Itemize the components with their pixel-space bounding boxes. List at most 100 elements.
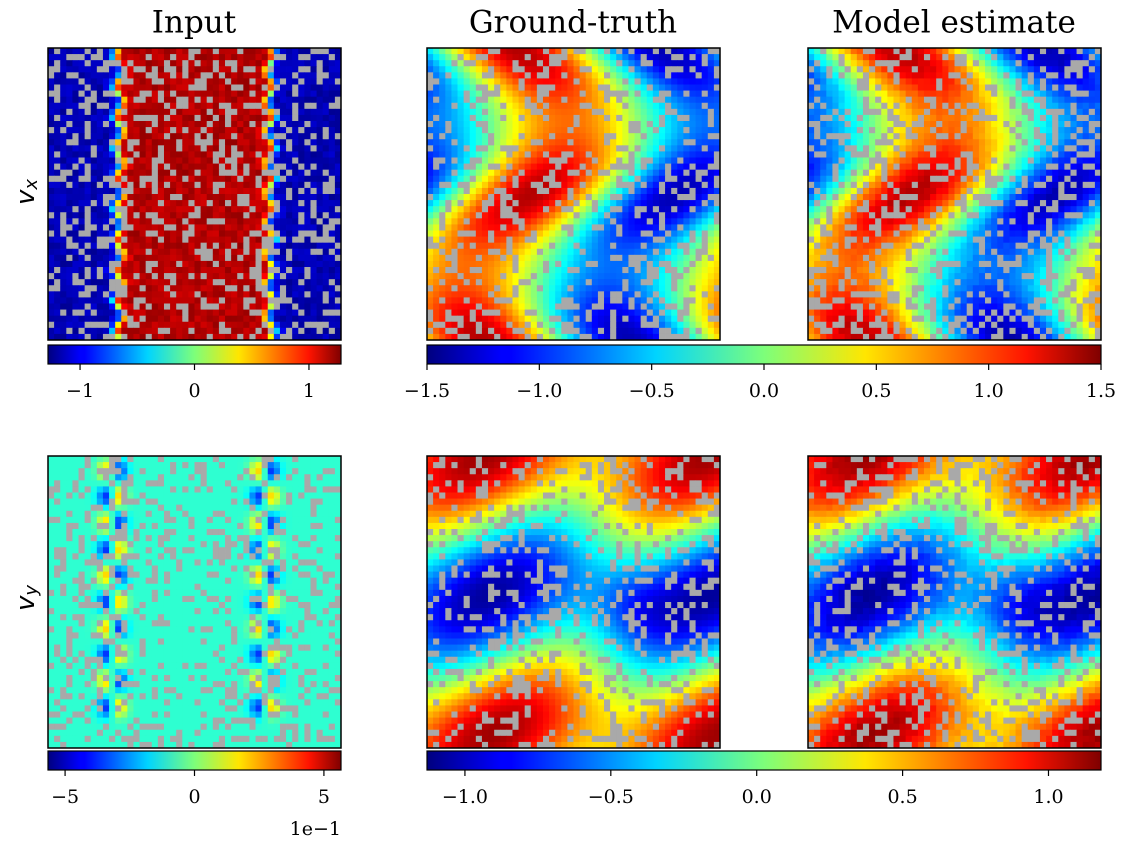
pixel [170,54,177,61]
pixel [567,206,574,213]
pixel [194,72,201,79]
pixel [298,248,305,256]
pixel [506,169,513,177]
pixel [48,163,55,171]
pixel [316,114,324,122]
pixel [218,72,226,79]
pixel [54,78,61,85]
pixel [500,194,507,201]
pixel [887,90,894,98]
pixel [451,230,458,237]
pixel [72,273,79,280]
pixel [457,114,465,122]
pixel [273,248,281,256]
pixel [1003,90,1010,98]
pixel [182,145,189,152]
pixel [90,54,98,61]
pixel [84,194,92,201]
pixel [628,163,635,171]
pixel [683,163,690,171]
pixel [1070,66,1077,73]
pixel [445,78,452,85]
pixel [665,121,672,128]
pixel [707,60,715,67]
pixel [604,267,611,274]
pixel [133,242,140,250]
pixel [212,145,220,152]
pixel [1033,90,1041,98]
pixel [591,114,599,122]
pixel [707,187,715,195]
pixel [145,72,153,79]
pixel [151,200,159,207]
pixel [463,303,471,310]
pixel [231,218,238,225]
pixel [304,66,311,73]
pixel [640,114,648,122]
pixel [200,114,208,122]
pixel [512,267,519,274]
pixel [237,181,244,189]
pixel [573,133,580,140]
pixel [127,291,134,298]
pixel [60,285,67,292]
pixel [1058,72,1065,79]
pixel [60,175,67,183]
pixel [267,121,275,128]
pixel [549,224,556,231]
pixel [54,133,61,140]
pixel [597,175,605,183]
pixel [206,218,214,225]
pixel [887,72,894,79]
pixel [991,84,998,91]
pixel [524,145,532,152]
pixel [328,297,336,304]
pixel [84,121,92,128]
pixel [298,279,305,286]
pixel [481,230,489,237]
pixel [102,114,110,122]
pixel [54,273,61,280]
pixel [170,72,177,79]
pixel [555,194,562,201]
pixel [549,90,556,98]
pixel [677,273,684,280]
pixel [115,273,122,280]
pixel [90,200,98,207]
pixel [255,145,263,152]
pixel [66,206,73,213]
pixel [604,321,611,329]
pixel [506,163,513,171]
pixel [109,96,116,104]
pixel [567,66,574,73]
pixel [334,279,342,286]
pixel [665,218,672,225]
pixel [875,66,882,73]
pixel [597,291,605,298]
pixel [524,163,532,171]
pixel [255,108,263,116]
pixel [671,224,678,231]
pixel [176,218,183,225]
pixel [255,102,263,110]
pixel [481,169,489,177]
pixel [604,291,611,298]
pixel [127,175,134,183]
pixel [481,54,489,61]
pixel [54,267,61,274]
pixel [157,114,165,122]
pixel [585,114,593,122]
pixel [652,121,660,128]
pixel [518,194,526,201]
pixel [1094,66,1102,73]
pixel [689,157,696,164]
pixel [78,48,86,55]
pixel [206,48,214,55]
pixel [90,206,98,213]
pixel [591,242,599,250]
pixel [1009,84,1016,91]
pixel [427,212,434,219]
pixel [488,169,495,177]
pixel [549,279,556,286]
pixel [991,66,998,73]
